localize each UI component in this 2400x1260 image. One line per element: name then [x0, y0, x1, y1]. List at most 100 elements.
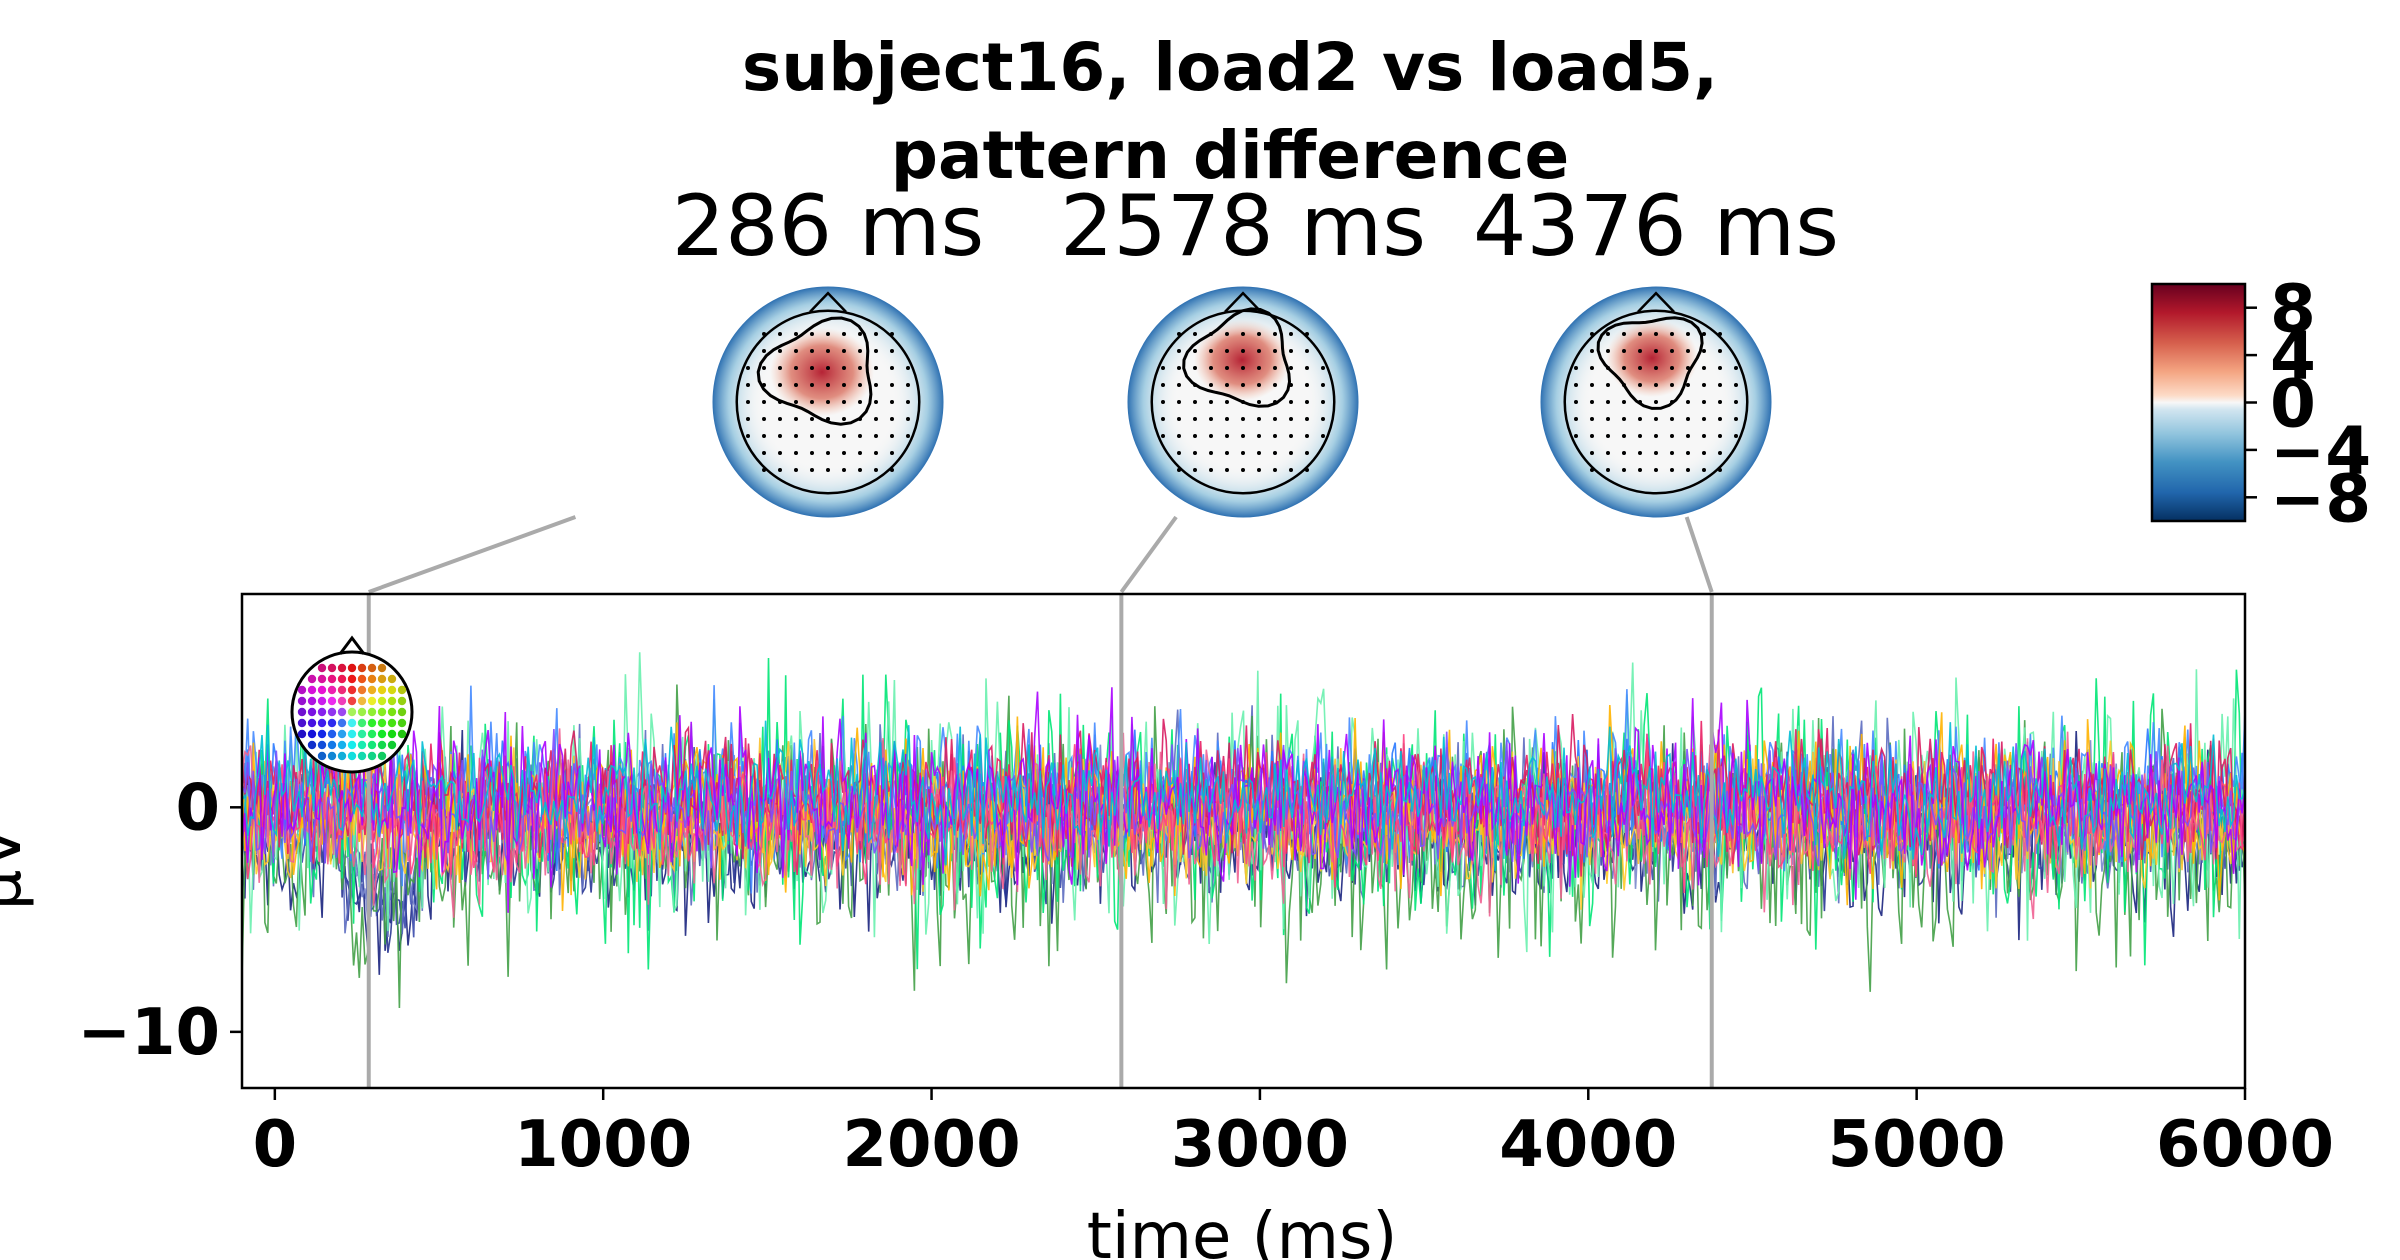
topomap-time-label-2: 2578 ms [1060, 177, 1426, 275]
topomap-sensor [1622, 434, 1626, 438]
inset-sensor-dot [317, 685, 327, 695]
topomap-sensor [1289, 400, 1293, 404]
topomap-sensor [1241, 383, 1245, 387]
topomap-sensor [874, 400, 878, 404]
colorbar-tick-label: −4 [2270, 413, 2371, 490]
topomap-sensor [1289, 383, 1293, 387]
topomap-sensor [746, 383, 750, 387]
inset-sensor-dot [357, 751, 367, 761]
topomap-sensor [1622, 468, 1626, 472]
x-tick-label: 6000 [2156, 1108, 2334, 1182]
inset-sensor-dot [387, 707, 397, 717]
inset-sensor-dot [387, 696, 397, 706]
topomap-sensor [1638, 383, 1642, 387]
colorbar-tick-label: 0 [2270, 366, 2316, 443]
inset-sensor-dot [367, 663, 377, 673]
topomap-sensor [1702, 451, 1706, 455]
topomap-sensor [746, 434, 750, 438]
topomap-sensor [874, 468, 878, 472]
inset-sensor-dot [337, 696, 347, 706]
topomap-sensor [1321, 366, 1325, 370]
topomap-sensor [1305, 451, 1309, 455]
topomap-sensor [1718, 434, 1722, 438]
topomap-sensor [1574, 417, 1578, 421]
x-tick-label: 1000 [514, 1108, 692, 1182]
topomap-sensor [1257, 451, 1261, 455]
inset-head-nose [338, 635, 366, 655]
topomap-sensor [858, 349, 862, 353]
topomap-sensor [1241, 451, 1245, 455]
topomap-sensor [1273, 417, 1277, 421]
topomap-sensor [1654, 366, 1658, 370]
topomap-sensor [1177, 451, 1181, 455]
topomap-sensor [842, 468, 846, 472]
inset-sensor-dot [337, 674, 347, 684]
channel-trace [242, 720, 2245, 871]
topomap-sensor [858, 417, 862, 421]
topomap-sensor [1209, 468, 1213, 472]
inset-sensor-dot [347, 718, 357, 728]
topomap-sensor [1686, 366, 1690, 370]
topomap-sensor [1209, 400, 1213, 404]
topomap-sensor [1177, 349, 1181, 353]
topomap-sensor [1273, 468, 1277, 472]
topomap-sensor [762, 468, 766, 472]
topomap-connectors [368, 515, 1714, 594]
topomap-sensor [1193, 417, 1197, 421]
topomap-sensor [1590, 366, 1594, 370]
topomap-sensor [1209, 332, 1213, 336]
topomap-sensor [1273, 349, 1277, 353]
inset-sensor-dot [317, 674, 327, 684]
inset-sensor-dot [397, 729, 407, 739]
topomap-sensor [1225, 383, 1229, 387]
inset-sensor-dot [297, 685, 307, 695]
topomap-sensor [1654, 451, 1658, 455]
topomap-nose [1637, 291, 1675, 313]
inset-sensor-dot [357, 729, 367, 739]
topomap-sensor [1273, 332, 1277, 336]
topomap-sensor [794, 400, 798, 404]
topomap-sensor [1177, 468, 1181, 472]
inset-sensor-dot [397, 707, 407, 717]
topomap-sensor [874, 451, 878, 455]
topomap-rim [1537, 283, 1775, 521]
inset-sensor-dot [367, 707, 377, 717]
topomap-sensor [1305, 417, 1309, 421]
topomap-sensor [778, 451, 782, 455]
topomap-sensor [1686, 349, 1690, 353]
topomap-sensor [1289, 349, 1293, 353]
topomap-sensor [1241, 349, 1245, 353]
inset-sensor-dot [327, 674, 337, 684]
topomap-sensor [1734, 434, 1738, 438]
channel-traces [242, 652, 2245, 1009]
topomap-sensor [1305, 366, 1309, 370]
inset-sensor-dot [297, 707, 307, 717]
inset-sensor-dot [307, 707, 317, 717]
topomap-sensor [1718, 332, 1722, 336]
topomap-sensor [762, 383, 766, 387]
inset-sensor-dot [307, 674, 317, 684]
topomap-sensor [1289, 434, 1293, 438]
topomap-sensor [842, 451, 846, 455]
topomap-1 [709, 283, 947, 521]
topomap-sensor [1161, 366, 1165, 370]
topomap-sensor [1638, 468, 1642, 472]
topomap-head-outline [1150, 309, 1336, 495]
inset-sensor-dot [307, 729, 317, 739]
topomap-sensor [1177, 400, 1181, 404]
topomap-sensor [1654, 400, 1658, 404]
topomap-sensor [842, 417, 846, 421]
inset-sensor-dot [347, 696, 357, 706]
topomap-sensor [1193, 332, 1197, 336]
inset-sensor-dot [347, 751, 357, 761]
topomap-nose [1224, 291, 1262, 313]
x-tick-label: 5000 [1828, 1108, 2006, 1182]
topomap-sensor [1670, 417, 1674, 421]
topomap-rim [709, 283, 947, 521]
topomap-time-label-3: 4376 ms [1473, 177, 1839, 275]
topomap-sensor [1606, 468, 1610, 472]
topomap-sensor [1606, 451, 1610, 455]
topomap-sensor [1225, 332, 1229, 336]
topomap-sensor [906, 434, 910, 438]
inset-sensor-dot [337, 751, 347, 761]
